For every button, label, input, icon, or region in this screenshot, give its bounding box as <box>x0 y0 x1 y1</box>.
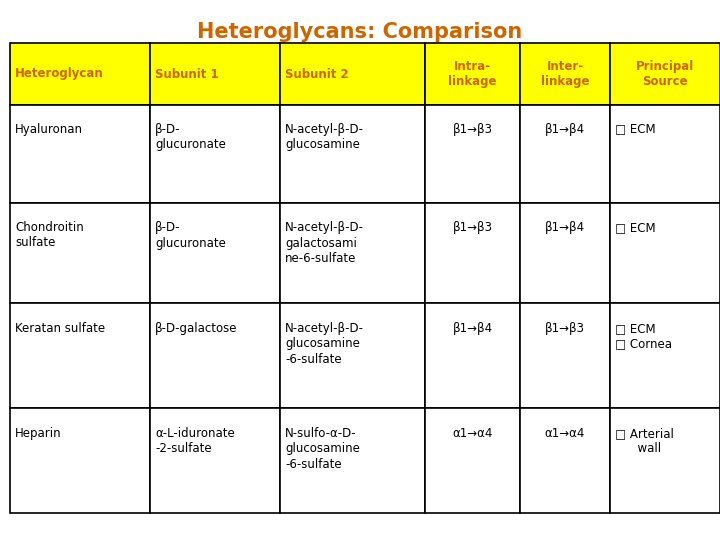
Bar <box>150 105 280 203</box>
Text: Heparin: Heparin <box>15 427 62 440</box>
Text: β1→β3: β1→β3 <box>452 123 492 136</box>
Text: β1→β3: β1→β3 <box>452 221 492 234</box>
Text: □ Arterial
      wall: □ Arterial wall <box>615 427 674 455</box>
Bar <box>425 303 520 408</box>
Text: Heteroglycans: Comparison: Heteroglycans: Comparison <box>197 22 523 42</box>
Bar <box>610 105 720 203</box>
Bar <box>610 203 720 303</box>
Text: Intra-
linkage: Intra- linkage <box>449 60 497 88</box>
Bar <box>10 203 150 303</box>
Text: Principal
Source: Principal Source <box>636 60 694 88</box>
Bar <box>280 303 425 408</box>
Text: β-D-
glucuronate: β-D- glucuronate <box>155 123 226 151</box>
Bar <box>10 105 150 203</box>
Text: β-D-
glucuronate: β-D- glucuronate <box>155 221 226 249</box>
Text: Subunit 2: Subunit 2 <box>285 68 348 80</box>
Bar <box>610 43 720 105</box>
Text: Keratan sulfate: Keratan sulfate <box>15 322 105 335</box>
Text: □ ECM: □ ECM <box>615 123 656 136</box>
Bar <box>520 408 610 513</box>
Text: α1→α4: α1→α4 <box>545 427 585 440</box>
Text: Heteroglycan: Heteroglycan <box>15 68 104 80</box>
Text: N-acetyl-β-D-
galactosami
ne-6-sulfate: N-acetyl-β-D- galactosami ne-6-sulfate <box>285 221 364 265</box>
Bar <box>280 43 425 105</box>
Bar <box>10 43 150 105</box>
Text: N-sulfo-α-D-
glucosamine
-6-sulfate: N-sulfo-α-D- glucosamine -6-sulfate <box>285 427 360 471</box>
Bar <box>150 203 280 303</box>
Text: β1→β4: β1→β4 <box>452 322 492 335</box>
Bar <box>610 303 720 408</box>
Text: β1→β4: β1→β4 <box>545 221 585 234</box>
Text: Chondroitin
sulfate: Chondroitin sulfate <box>15 221 84 249</box>
Text: β1→β4: β1→β4 <box>545 123 585 136</box>
Bar <box>425 43 520 105</box>
Bar <box>10 303 150 408</box>
Text: N-acetyl-β-D-
glucosamine: N-acetyl-β-D- glucosamine <box>285 123 364 151</box>
Text: N-acetyl-β-D-
glucosamine
-6-sulfate: N-acetyl-β-D- glucosamine -6-sulfate <box>285 322 364 366</box>
Bar <box>280 105 425 203</box>
Text: Inter-
linkage: Inter- linkage <box>541 60 589 88</box>
Bar <box>520 303 610 408</box>
Bar <box>150 43 280 105</box>
Text: β-D-galactose: β-D-galactose <box>155 322 238 335</box>
Bar <box>610 408 720 513</box>
Bar <box>280 408 425 513</box>
Text: Hyaluronan: Hyaluronan <box>15 123 83 136</box>
Bar <box>150 408 280 513</box>
Text: □ ECM: □ ECM <box>615 221 656 234</box>
Text: □ ECM
□ Cornea: □ ECM □ Cornea <box>615 322 672 350</box>
Text: β1→β3: β1→β3 <box>545 322 585 335</box>
Text: α-L-iduronate
-2-sulfate: α-L-iduronate -2-sulfate <box>155 427 235 455</box>
Text: α1→α4: α1→α4 <box>452 427 492 440</box>
Bar <box>150 303 280 408</box>
Bar <box>520 203 610 303</box>
Text: Subunit 1: Subunit 1 <box>155 68 219 80</box>
Bar <box>425 203 520 303</box>
Bar <box>425 105 520 203</box>
Bar <box>280 203 425 303</box>
Bar <box>520 43 610 105</box>
Bar <box>10 408 150 513</box>
Bar <box>425 408 520 513</box>
Bar <box>520 105 610 203</box>
